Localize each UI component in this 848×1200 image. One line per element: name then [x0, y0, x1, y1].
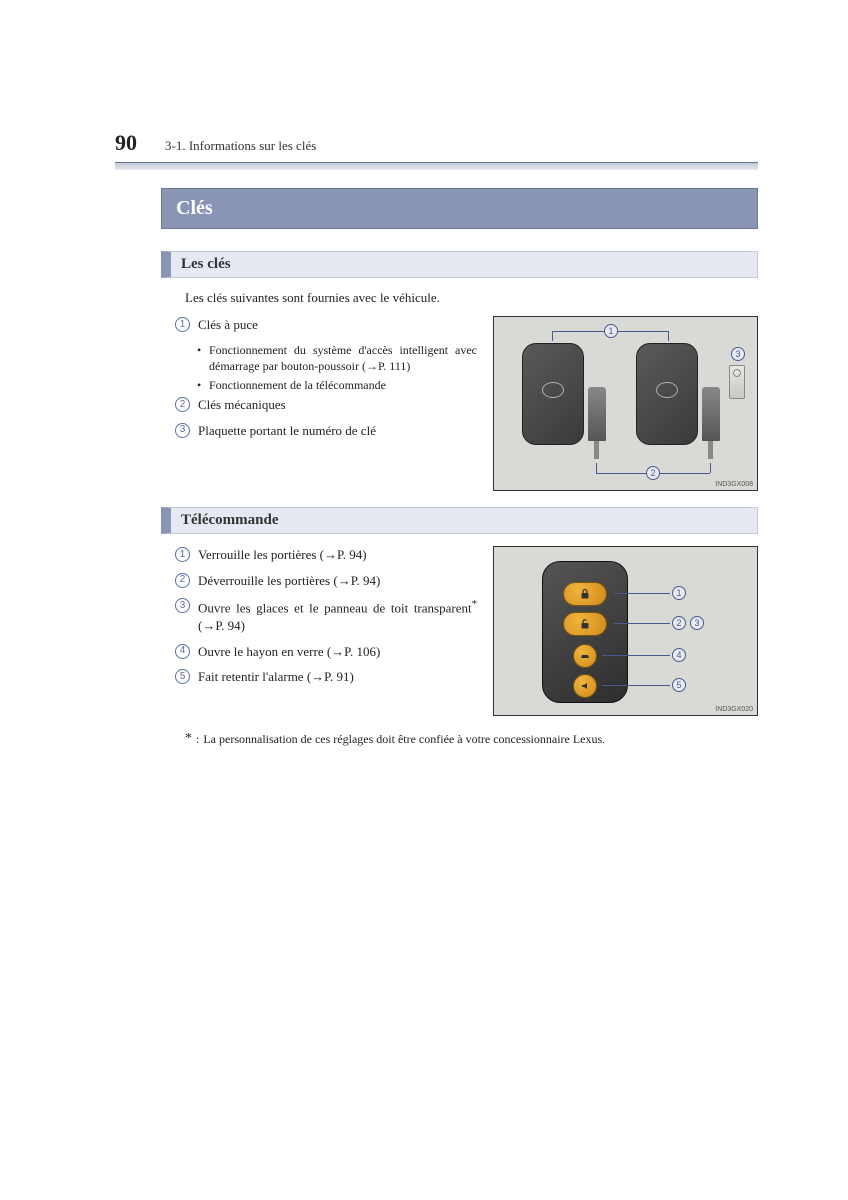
callout-2-icon: 2 [646, 466, 660, 480]
page-number: 90 [115, 130, 137, 156]
callout-5-icon: 5 [672, 678, 686, 692]
key-item-mechanical: 2 Clés mécaniques [175, 396, 477, 414]
lead-line [602, 655, 670, 656]
lexus-logo-icon [656, 382, 678, 398]
remote-item-lock: 1 Verrouille les portières (→P. 94) [175, 546, 477, 564]
marker-3-icon: 3 [175, 598, 190, 613]
hatch-button-icon [573, 644, 597, 668]
footnote-ref: * [472, 598, 477, 610]
keys-content-row: 1 Clés à puce Fonctionnement du système … [175, 316, 758, 491]
lead-line [614, 593, 670, 594]
remote-item-label: Verrouille les portières (→P. 94) [198, 546, 367, 564]
remote-item-hatch: 4 Ouvre le hayon en verre (→P. 106) [175, 643, 477, 661]
callout-1-icon: 1 [604, 324, 618, 338]
remote-item-label: Ouvre les glaces et le panneau de toit t… [198, 597, 477, 634]
key-item-smart: 1 Clés à puce [175, 316, 477, 334]
lock-button-icon [563, 582, 607, 606]
intro-text: Les clés suivantes sont fournies avec le… [185, 290, 758, 306]
figure-remote: 1 2 3 4 5 IND3GX020 [493, 546, 758, 716]
callout-2-icon: 2 [672, 616, 686, 630]
key-number-tag-icon [729, 365, 745, 399]
lead-line [668, 331, 669, 341]
key-item-label: Clés mécaniques [198, 396, 286, 414]
smart-key-fob-icon [636, 343, 698, 445]
marker-1-icon: 1 [175, 317, 190, 332]
marker-3-icon: 3 [175, 423, 190, 438]
lead-line [614, 623, 670, 624]
remote-item-unlock: 2 Déverrouille les portières (→P. 94) [175, 572, 477, 590]
key-item-label: Plaquette portant le numéro de clé [198, 422, 376, 440]
footnote-text: La personnalisation de ces réglages doit… [203, 732, 605, 747]
figure-code: IND3GX008 [715, 481, 753, 488]
callout-3-icon: 3 [690, 616, 704, 630]
smart-key-fob-icon [522, 343, 584, 445]
marker-5-icon: 5 [175, 669, 190, 684]
section-breadcrumb: 3-1. Informations sur les clés [165, 138, 316, 154]
marker-2-icon: 2 [175, 397, 190, 412]
key-item-tag: 3 Plaquette portant le numéro de clé [175, 422, 477, 440]
lead-line [602, 685, 670, 686]
lead-line [596, 463, 597, 473]
lexus-logo-icon [542, 382, 564, 398]
marker-2-icon: 2 [175, 573, 190, 588]
sub-bullet: Fonctionnement du système d'accès intell… [197, 342, 477, 374]
sub-bullet: Fonctionnement de la télécommande [197, 377, 477, 393]
lead-line [710, 463, 711, 473]
remote-item-alarm: 5 Fait retentir l'alarme (→P. 91) [175, 668, 477, 686]
callout-4-icon: 4 [672, 648, 686, 662]
remote-item-label: Fait retentir l'alarme (→P. 91) [198, 668, 354, 686]
figure-keys: 1 2 3 IND3GX008 [493, 316, 758, 491]
marker-1-icon: 1 [175, 547, 190, 562]
remote-text-column: 1 Verrouille les portières (→P. 94) 2 Dé… [175, 546, 477, 694]
keys-text-column: 1 Clés à puce Fonctionnement du système … [175, 316, 477, 447]
lead-line [552, 331, 553, 341]
footnote: * : La personnalisation de ces réglages … [185, 732, 758, 747]
figure-code: IND3GX020 [715, 706, 753, 713]
remote-item-label: Ouvre le hayon en verre (→P. 106) [198, 643, 380, 661]
callout-3-icon: 3 [731, 347, 745, 361]
manual-page: 90 3-1. Informations sur les clés Clés L… [0, 0, 848, 747]
subheading-remote: Télécommande [161, 507, 758, 534]
smart-key-sublist: Fonctionnement du système d'accès intell… [197, 342, 477, 394]
page-header: 90 3-1. Informations sur les clés [115, 130, 758, 162]
marker-4-icon: 4 [175, 644, 190, 659]
footnote-sep: : [196, 732, 199, 747]
alarm-button-icon [573, 674, 597, 698]
footnote-mark: * [185, 732, 192, 747]
padlock-closed-icon [579, 588, 591, 600]
remote-fob-icon [542, 561, 628, 703]
remote-content-row: 1 Verrouille les portières (→P. 94) 2 Dé… [175, 546, 758, 716]
subheading-keys: Les clés [161, 251, 758, 278]
horn-icon [579, 680, 591, 692]
callout-1-icon: 1 [672, 586, 686, 600]
mechanical-key-icon [588, 387, 606, 441]
padlock-open-icon [579, 618, 591, 630]
car-rear-icon [579, 650, 591, 662]
unlock-button-icon [563, 612, 607, 636]
mechanical-key-icon [702, 387, 720, 441]
key-item-label: Clés à puce [198, 316, 258, 334]
page-title: Clés [161, 188, 758, 229]
header-rule [115, 162, 758, 170]
remote-item-label: Déverrouille les portières (→P. 94) [198, 572, 380, 590]
remote-item-windows: 3 Ouvre les glaces et le panneau de toit… [175, 597, 477, 634]
